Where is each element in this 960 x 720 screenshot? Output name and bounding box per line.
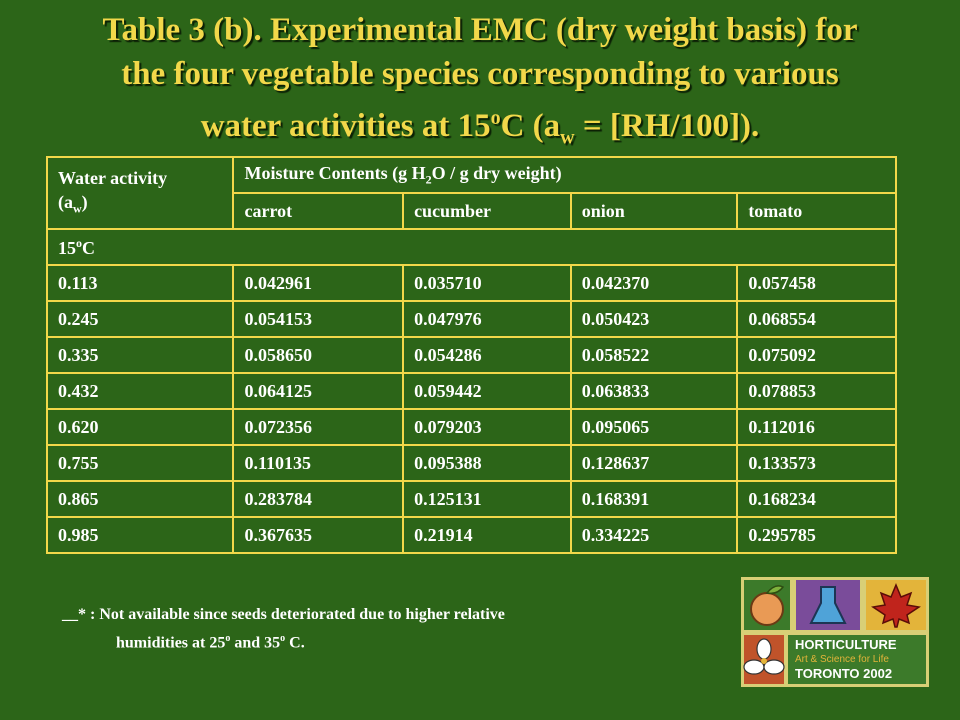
table-cell: 0.042370 bbox=[569, 264, 739, 302]
table-cell: 0.095388 bbox=[402, 444, 572, 482]
horticulture-logo: HORTICULTURE Art & Science for Life TORO… bbox=[741, 577, 929, 687]
table-cell: 0.078853 bbox=[736, 372, 897, 410]
table-cell: 0.112016 bbox=[736, 408, 897, 446]
title-line-3-part: C (a bbox=[500, 108, 561, 144]
footnote-part: C. bbox=[285, 634, 305, 652]
table-cell: 0.047976 bbox=[402, 300, 572, 338]
column-header: carrot bbox=[232, 192, 405, 230]
table-cell: 0.985 bbox=[45, 516, 235, 554]
table-cell: 0.21914 bbox=[402, 516, 572, 554]
table-row: 0.432 0.064125 0.059442 0.063833 0.07885… bbox=[45, 372, 897, 410]
header-water-activity: Water activity (aw) bbox=[45, 156, 235, 230]
table-cell: 0.058650 bbox=[232, 336, 405, 374]
table-row: 0.245 0.054153 0.047976 0.050423 0.06855… bbox=[45, 300, 897, 338]
table-cell: 0.042961 bbox=[232, 264, 405, 302]
table-cell: 0.125131 bbox=[402, 480, 572, 518]
column-header: tomato bbox=[736, 192, 897, 230]
table-cell: 0.128637 bbox=[569, 444, 739, 482]
header-water-sub: w bbox=[73, 201, 82, 216]
table-cell: 0.620 bbox=[45, 408, 235, 446]
table-cell: 0.068554 bbox=[736, 300, 897, 338]
table-cell: 0.110135 bbox=[232, 444, 405, 482]
table-row: 0.335 0.058650 0.054286 0.058522 0.07509… bbox=[45, 336, 897, 374]
header-water-close: ) bbox=[81, 191, 88, 212]
species-header-row: carrot cucumber onion tomato bbox=[47, 192, 897, 230]
footnote-part: humidities at 25 bbox=[116, 634, 226, 652]
table-cell: 0.335 bbox=[45, 336, 235, 374]
title-line-3-part: = [RH/100]). bbox=[574, 108, 760, 144]
title-w-sub: w bbox=[560, 126, 575, 149]
title-line-2: the four vegetable species corresponding… bbox=[121, 56, 839, 92]
table-row: 0.755 0.110135 0.095388 0.128637 0.13357… bbox=[45, 444, 897, 482]
header-row: Water activity (aw) Moisture Contents (g… bbox=[45, 156, 897, 230]
table-cell: 0.133573 bbox=[736, 444, 897, 482]
table-cell: 0.755 bbox=[45, 444, 235, 482]
table-cell: 0.432 bbox=[45, 372, 235, 410]
table-cell: 0.283784 bbox=[232, 480, 405, 518]
table-cell: 0.057458 bbox=[736, 264, 897, 302]
title-line-3-part: water activities at 15 bbox=[200, 108, 491, 144]
table-row: 0.865 0.283784 0.125131 0.168391 0.16823… bbox=[45, 480, 897, 518]
header-water-symbol: (a bbox=[58, 191, 73, 212]
table-cell: 0.865 bbox=[45, 480, 235, 518]
table-cell: 0.059442 bbox=[402, 372, 572, 410]
header-moisture-contents: Moisture Contents (g H2O / g dry weight) bbox=[232, 156, 897, 194]
group-label-part: 15 bbox=[58, 237, 76, 258]
header-mc-sub: 2 bbox=[425, 172, 432, 187]
table-cell: 0.058522 bbox=[569, 336, 739, 374]
maple-leaf-icon bbox=[871, 583, 921, 628]
footnote-line-2: humidities at 25o and 35o C. bbox=[62, 627, 505, 655]
table-cell: 0.050423 bbox=[569, 300, 739, 338]
footnote: __* : Not available since seeds deterior… bbox=[62, 603, 505, 655]
table-row: 0.113 0.042961 0.035710 0.042370 0.05745… bbox=[45, 264, 897, 302]
title-line-3: water activities at 15oC (aw = [RH/100])… bbox=[30, 96, 930, 160]
group-label-part: C bbox=[82, 237, 95, 258]
footnote-degree-sup: o bbox=[280, 633, 286, 644]
peach-icon bbox=[750, 592, 784, 626]
header-mc-part: Moisture Contents (g H bbox=[244, 162, 426, 183]
title-degree-sup: o bbox=[490, 107, 501, 129]
table-cell: 0.035710 bbox=[402, 264, 572, 302]
table-cell: 0.063833 bbox=[569, 372, 739, 410]
table-cell: 0.075092 bbox=[736, 336, 897, 374]
table-cell: 0.168234 bbox=[736, 480, 897, 518]
leaf-icon bbox=[765, 585, 785, 595]
logo-text-panel bbox=[788, 635, 926, 684]
group-row: 15oC bbox=[46, 228, 897, 266]
table-row: 0.985 0.367635 0.21914 0.334225 0.295785 bbox=[45, 516, 897, 554]
footnote-part: and 35 bbox=[230, 634, 281, 652]
logo-line-3: TORONTO 2002 bbox=[795, 666, 892, 681]
flask-icon bbox=[809, 586, 847, 624]
emc-table: Water activity (aw) Moisture Contents (g… bbox=[45, 156, 897, 554]
logo-line-2: Art & Science for Life bbox=[795, 654, 889, 665]
table-cell: 0.334225 bbox=[569, 516, 739, 554]
horticulture-logo-graphic: HORTICULTURE Art & Science for Life TORO… bbox=[743, 580, 926, 684]
table-cell: 0.295785 bbox=[736, 516, 897, 554]
column-header: cucumber bbox=[402, 192, 572, 230]
table-cell: 0.245 bbox=[45, 300, 235, 338]
slide-title: Table 3 (b). Experimental EMC (dry weigh… bbox=[30, 8, 930, 160]
group-degree-sup: o bbox=[76, 235, 82, 250]
header-water-label: Water activity bbox=[58, 167, 168, 188]
logo-line-1: HORTICULTURE bbox=[795, 637, 897, 652]
title-line-1: Table 3 (b). Experimental EMC (dry weigh… bbox=[102, 12, 858, 48]
footnote-line-1: __* : Not available since seeds deterior… bbox=[62, 606, 505, 623]
table-cell: 0.054286 bbox=[402, 336, 572, 374]
table-cell: 0.113 bbox=[45, 264, 235, 302]
header-mc-part: O / g dry weight) bbox=[431, 162, 562, 183]
group-label: 15oC bbox=[46, 228, 897, 266]
trillium-icon bbox=[743, 638, 785, 675]
table-cell: 0.072356 bbox=[232, 408, 405, 446]
column-header: onion bbox=[569, 192, 739, 230]
table-row: 0.620 0.072356 0.079203 0.095065 0.11201… bbox=[45, 408, 897, 446]
table-cell: 0.054153 bbox=[232, 300, 405, 338]
table-cell: 0.367635 bbox=[232, 516, 405, 554]
table-cell: 0.168391 bbox=[569, 480, 739, 518]
table-cell: 0.095065 bbox=[569, 408, 739, 446]
table-cell: 0.064125 bbox=[232, 372, 405, 410]
footnote-degree-sup: o bbox=[225, 633, 231, 644]
table-cell: 0.079203 bbox=[402, 408, 572, 446]
